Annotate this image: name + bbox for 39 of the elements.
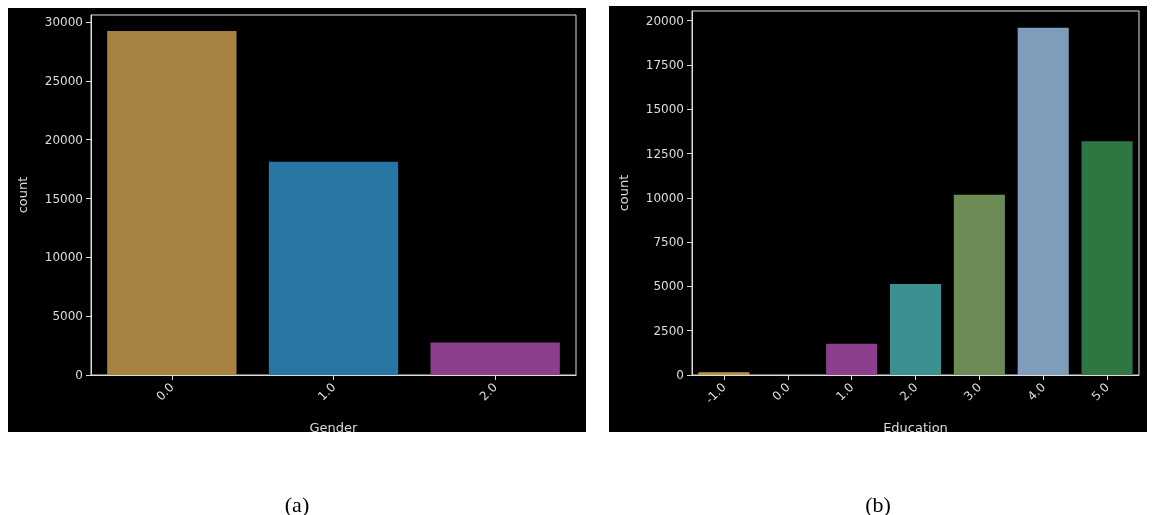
bar <box>953 194 1005 375</box>
x-tick-label: 5.0 <box>1088 380 1113 404</box>
bar <box>889 283 942 375</box>
y-tick-label: 20000 <box>645 13 684 28</box>
y-tick-label: 5000 <box>52 309 83 324</box>
bar <box>268 161 399 375</box>
y-axis-title: count <box>15 176 30 214</box>
bar <box>1017 27 1069 375</box>
x-axis-title: Gender <box>309 420 359 435</box>
bar <box>430 342 560 375</box>
y-tick-label: 0 <box>676 368 684 382</box>
y-tick-label: 17500 <box>645 58 684 73</box>
bar <box>826 343 878 375</box>
y-axis-title: count <box>616 174 631 212</box>
y-tick-label: 30000 <box>44 15 83 30</box>
y-tick-label: 10000 <box>44 250 83 265</box>
y-tick-label: 12500 <box>645 146 684 161</box>
y-tick-label: 20000 <box>44 132 83 147</box>
x-axis-title: Education <box>883 420 948 435</box>
y-tick-label: 5000 <box>653 279 684 294</box>
y-tick-label: 7500 <box>653 235 684 250</box>
y-tick-label: 10000 <box>645 190 684 205</box>
y-tick-label: 2500 <box>653 323 684 338</box>
y-tick-label: 25000 <box>44 73 83 88</box>
bar <box>1081 141 1133 375</box>
x-tick-label: 1.0 <box>833 380 857 404</box>
x-tick-label: 1.0 <box>315 380 339 404</box>
y-tick-label: 15000 <box>44 191 83 206</box>
x-tick-label: 2.0 <box>897 380 921 404</box>
x-tick-label: 4.0 <box>1024 380 1049 404</box>
x-tick-label: -1.0 <box>702 380 729 407</box>
x-tick-label: 0.0 <box>769 380 793 404</box>
bar <box>698 372 750 375</box>
y-tick-label: 15000 <box>645 102 684 117</box>
x-tick-label: 0.0 <box>153 380 177 404</box>
x-tick-label: 3.0 <box>960 380 985 404</box>
bar <box>107 31 237 375</box>
x-tick-label: 2.0 <box>476 380 501 404</box>
y-tick-label: 0 <box>75 368 83 382</box>
